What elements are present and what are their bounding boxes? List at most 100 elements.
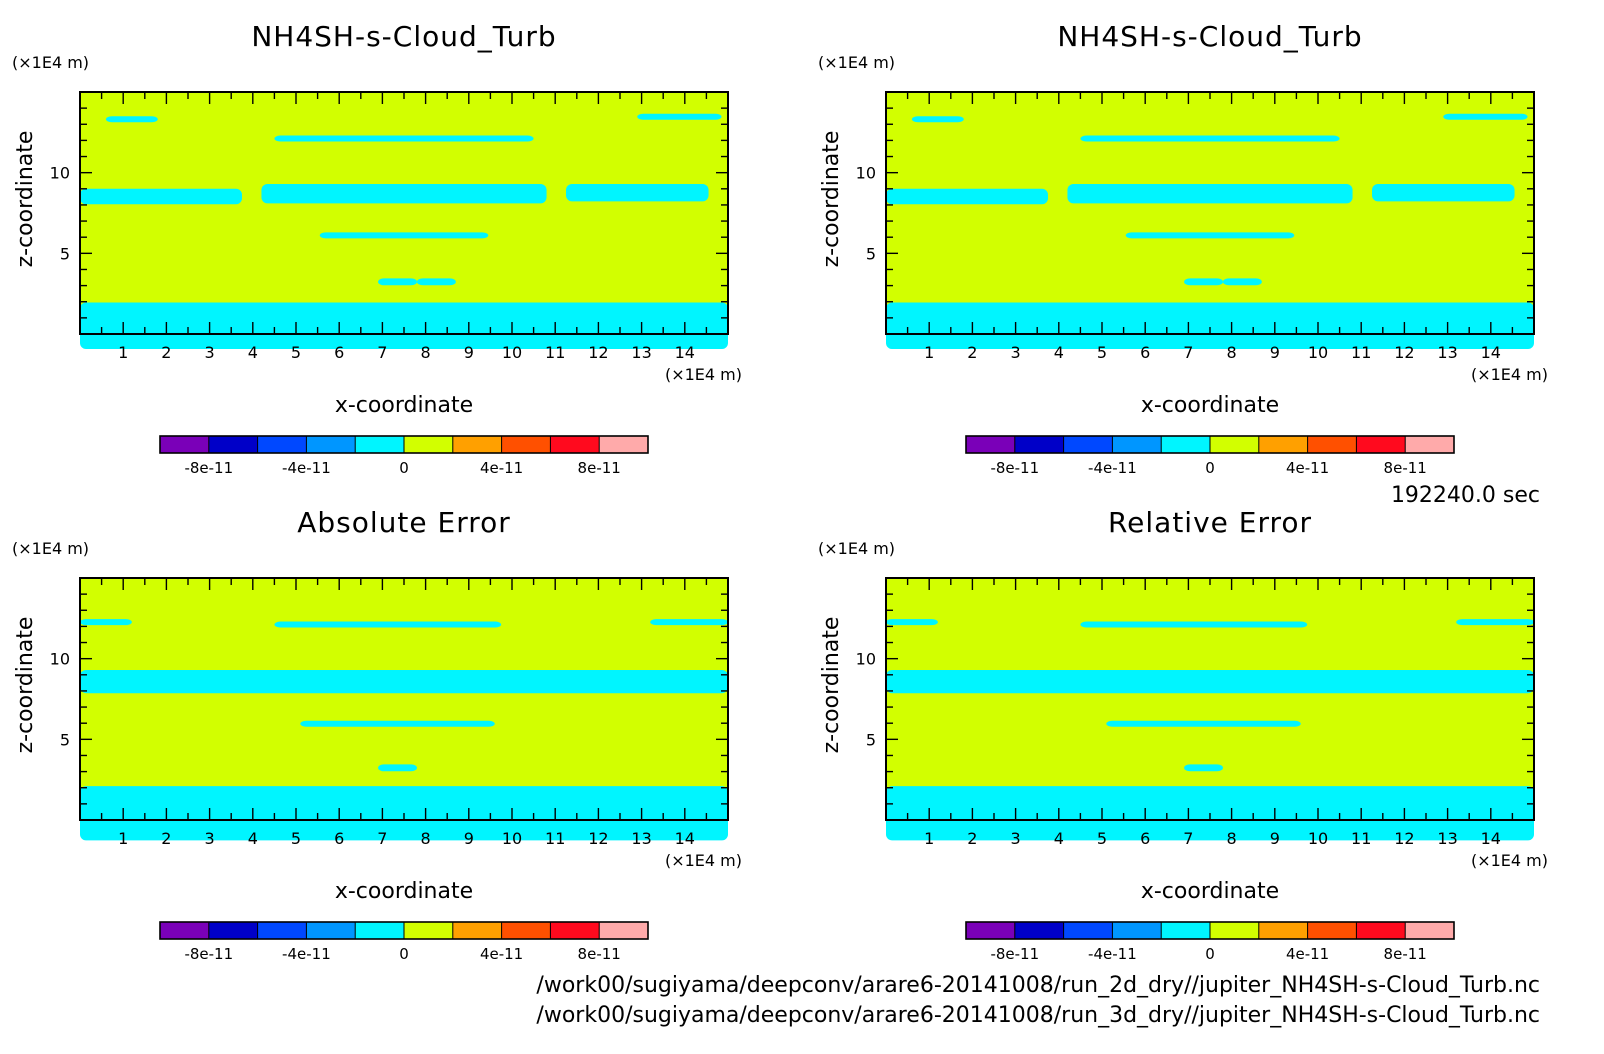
source-file-1: /work00/sugiyama/deepconv/arare6-2014100… <box>536 973 1540 998</box>
x-tick-label: 7 <box>377 829 387 848</box>
colorbar-tick-label: 0 <box>399 459 409 477</box>
x-tick-label: 6 <box>1140 343 1150 362</box>
x-tick-label: 4 <box>248 343 258 362</box>
x-axis-label: x-coordinate <box>335 879 473 904</box>
colorbar-level <box>306 436 356 453</box>
anomaly-band <box>80 188 242 205</box>
anomaly-band <box>1067 183 1353 204</box>
colorbar-level <box>599 922 648 939</box>
colorbar-tick-label: -4e-11 <box>1088 945 1137 963</box>
colorbar-tick-label: 4e-11 <box>480 459 523 477</box>
anomaly-band <box>80 619 132 626</box>
colorbar-level <box>355 922 404 939</box>
x-tick-label: 13 <box>1437 829 1457 848</box>
x-tick-label: 11 <box>1351 829 1371 848</box>
colorbar-tick-label: 4e-11 <box>480 945 523 963</box>
colorbar-level <box>550 922 600 939</box>
colorbar-level <box>1014 436 1064 453</box>
x-tick-label: 9 <box>1270 343 1280 362</box>
anomaly-band <box>1456 619 1534 626</box>
x-tick-label: 13 <box>1437 343 1457 362</box>
x-tick-label: 1 <box>118 343 128 362</box>
colorbar-level <box>966 922 1015 939</box>
colorbar-level <box>1405 922 1454 939</box>
colorbar-level <box>1210 922 1259 939</box>
colorbar-level <box>160 436 209 453</box>
colorbar-level <box>501 922 551 939</box>
x-tick-label: 2 <box>161 829 171 848</box>
x-tick-label: 1 <box>924 829 934 848</box>
x-axis-label: x-coordinate <box>1141 393 1279 418</box>
colorbar-level <box>1161 922 1210 939</box>
colorbar-tick-label: 4e-11 <box>1286 459 1329 477</box>
colorbar-level <box>1112 436 1162 453</box>
x-axis-label: x-coordinate <box>1141 879 1279 904</box>
time-label: 192240.0 sec <box>1391 483 1540 508</box>
x-tick-label: 9 <box>464 343 474 362</box>
x-tick-label: 14 <box>1481 343 1501 362</box>
anomaly-band <box>1080 621 1308 628</box>
anomaly-band <box>637 113 722 120</box>
y-axis-label: z-coordinate <box>819 617 844 754</box>
y-unit-label: (×1E4 m) <box>12 53 89 72</box>
x-tick-label: 10 <box>502 829 522 848</box>
x-tick-label: 7 <box>1183 829 1193 848</box>
x-tick-label: 11 <box>545 829 565 848</box>
panel-title: Relative Error <box>1108 506 1312 539</box>
anomaly-band <box>274 621 502 628</box>
colorbar-level <box>1210 436 1259 453</box>
y-tick-label: 10 <box>50 164 70 183</box>
x-tick-label: 12 <box>588 343 608 362</box>
x-tick-label: 6 <box>1140 829 1150 848</box>
colorbar-tick-label: 8e-11 <box>578 459 621 477</box>
x-unit-label: (×1E4 m) <box>1471 851 1548 870</box>
colorbar-level <box>1307 922 1357 939</box>
colorbar-level <box>355 436 404 453</box>
x-tick-label: 7 <box>1183 343 1193 362</box>
x-axis-label: x-coordinate <box>335 393 473 418</box>
y-axis-label: z-coordinate <box>819 131 844 268</box>
colorbar-level <box>452 436 502 453</box>
colorbar-level <box>306 922 356 939</box>
anomaly-band <box>105 116 158 123</box>
colorbar-tick-label: -8e-11 <box>990 459 1039 477</box>
colorbar-tick-label: -4e-11 <box>282 945 331 963</box>
x-unit-label: (×1E4 m) <box>1471 365 1548 384</box>
x-tick-label: 9 <box>1270 829 1280 848</box>
anomaly-band <box>650 619 728 626</box>
anomaly-band <box>416 278 456 286</box>
panels: NH4SH-s-Cloud_Turb(×1E4 m)1 2 3 4 5 6 7 8 9 10 11 1… <box>12 20 1548 963</box>
y-tick-label: 5 <box>866 730 876 749</box>
colorbar-level <box>966 436 1015 453</box>
colorbar-tick-label: -8e-11 <box>990 945 1039 963</box>
heatmap-field <box>80 92 728 334</box>
anomaly-band <box>1125 232 1295 239</box>
panel-1: NH4SH-s-Cloud_Turb(×1E4 m)1 2 3 4 5 6 7 8 9 10 11 1… <box>12 20 742 477</box>
x-tick-label: 4 <box>1054 829 1064 848</box>
y-tick-label: 5 <box>60 244 70 263</box>
colorbar-tick-label: 8e-11 <box>1384 459 1427 477</box>
x-tick-label: 2 <box>967 343 977 362</box>
x-tick-label: 12 <box>1394 343 1414 362</box>
anomaly-band <box>886 188 1048 205</box>
anomaly-band <box>319 232 489 239</box>
x-tick-label: 3 <box>1011 829 1021 848</box>
anomaly-band <box>300 720 495 727</box>
x-tick-label: 8 <box>421 343 431 362</box>
panel-3: Absolute Error(×1E4 m)1 2 3 4 5 6 7 8 9 10 11 12 13 1… <box>12 506 742 963</box>
colorbar-tick-label: 8e-11 <box>578 945 621 963</box>
colorbar-level <box>1405 436 1454 453</box>
colorbar-tick-label: 0 <box>1205 459 1215 477</box>
y-tick-label: 10 <box>50 650 70 669</box>
anomaly-band <box>1372 183 1515 202</box>
x-tick-label: 9 <box>464 829 474 848</box>
anomaly-band <box>1080 135 1340 142</box>
anomaly-band <box>1184 278 1223 286</box>
colorbar-level <box>1063 922 1113 939</box>
colorbar-tick-label: -8e-11 <box>184 459 233 477</box>
x-tick-label: 6 <box>334 829 344 848</box>
y-tick-label: 10 <box>856 164 876 183</box>
y-axis-label: z-coordinate <box>13 617 38 754</box>
anomaly-band <box>886 669 1534 694</box>
x-tick-label: 12 <box>1394 829 1414 848</box>
